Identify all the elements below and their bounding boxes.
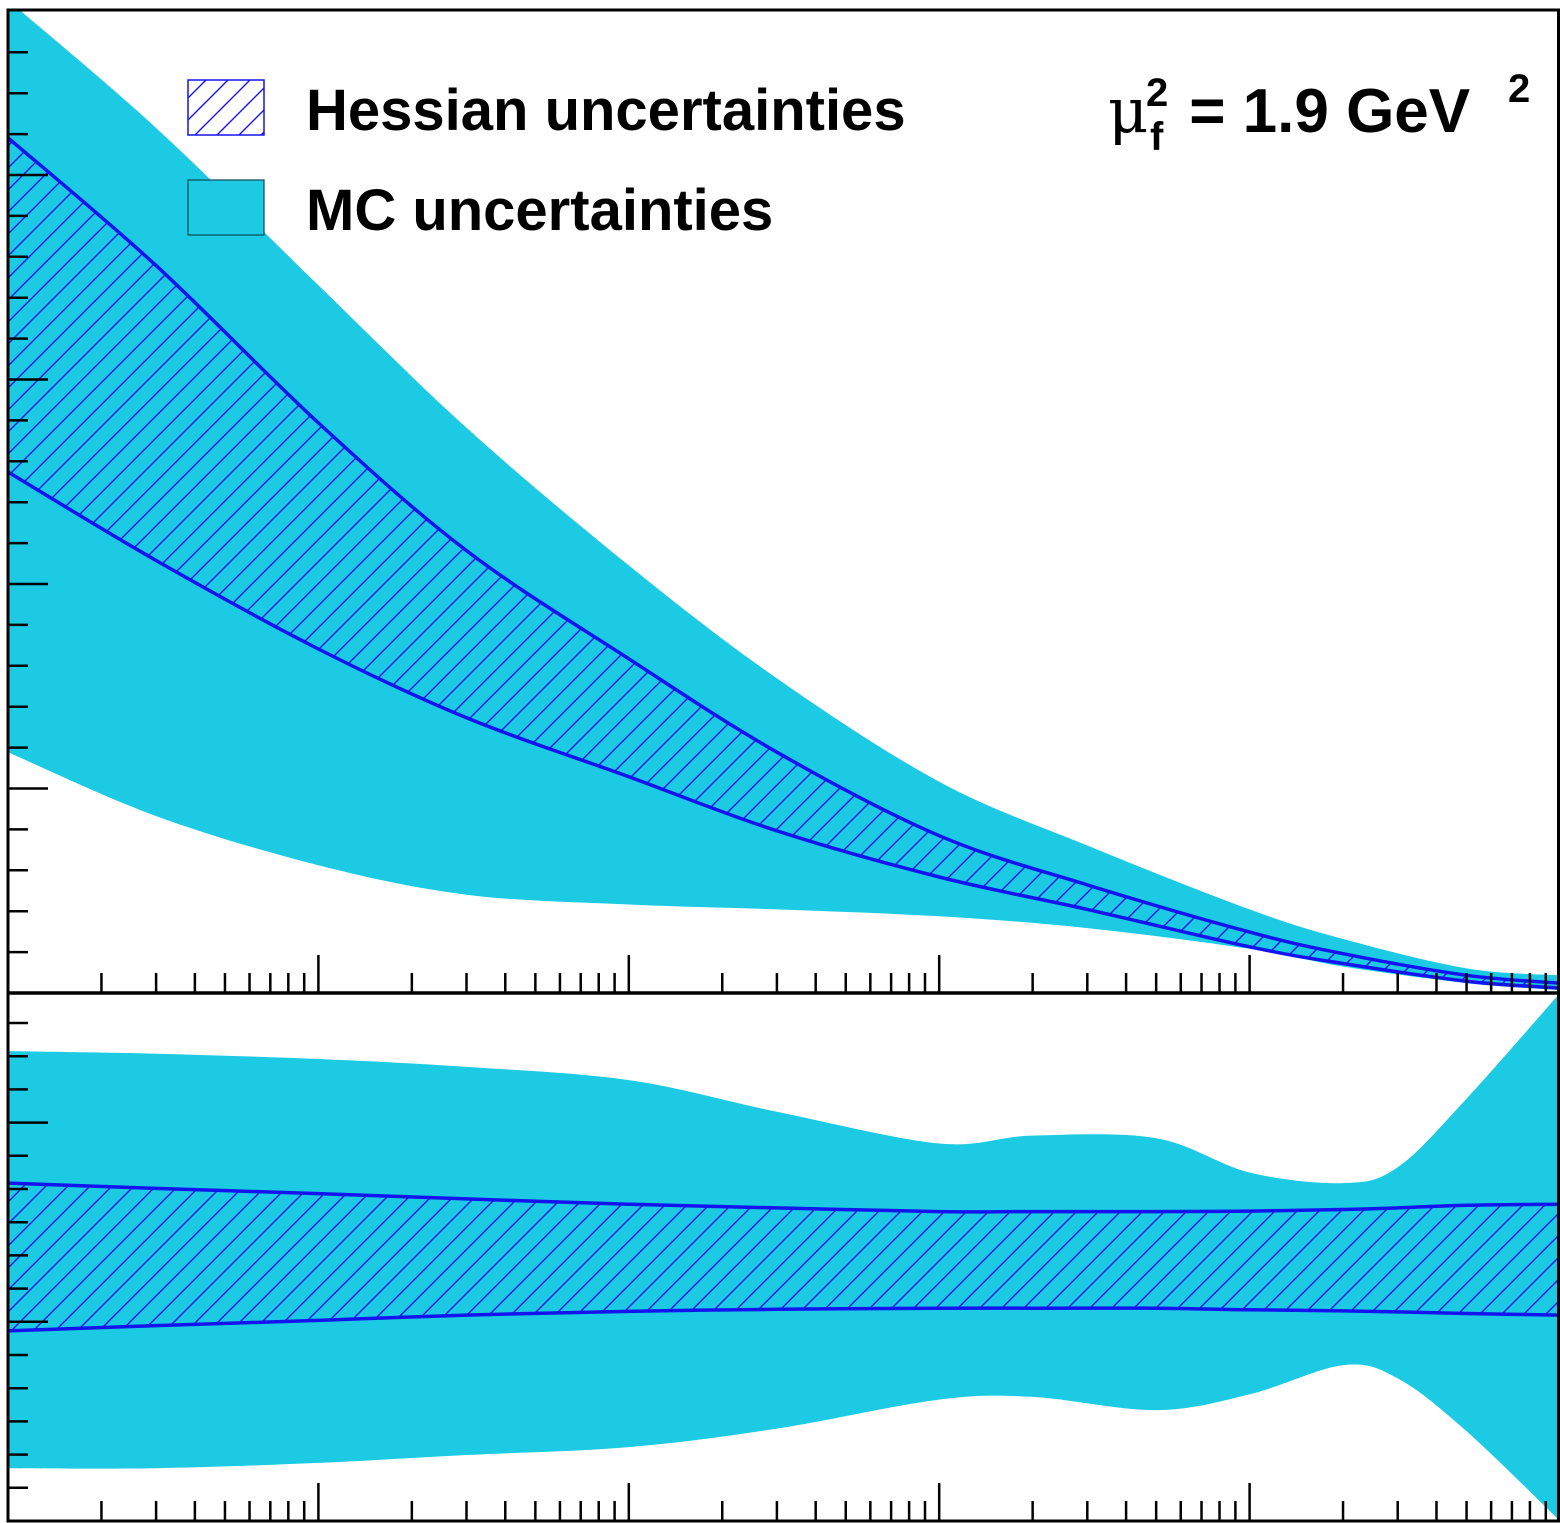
ratio-panel bbox=[8, 993, 1560, 1521]
top-hessian-lower-line bbox=[8, 470, 1560, 990]
top-panel bbox=[8, 10, 1560, 991]
mu-subscript: f bbox=[1150, 115, 1164, 159]
legend-hessian-label: Hessian uncertainties bbox=[306, 78, 906, 143]
plot-frame bbox=[6, 8, 1560, 1523]
legend-mc-swatch bbox=[187, 179, 265, 236]
scale-value: = 1.9 GeV bbox=[1172, 77, 1470, 146]
legend-hessian-swatch bbox=[187, 79, 265, 136]
mu-superscript: 2 bbox=[1146, 71, 1168, 115]
legend-mc-label: MC uncertainties bbox=[306, 178, 773, 243]
unit-superscript: 2 bbox=[1508, 67, 1530, 111]
bottom-hessian-band bbox=[8, 1183, 1560, 1331]
legend: Hessian uncertainties MC uncertainties bbox=[187, 78, 906, 243]
bottom-hessian-lower-line bbox=[8, 1306, 1560, 1333]
top-mc-band bbox=[8, 10, 1560, 991]
top-hessian-band bbox=[8, 137, 1560, 989]
scale-annotation: μ 2 f = 1.9 GeV 2 bbox=[1108, 67, 1530, 159]
top-hessian-upper-line bbox=[8, 136, 1560, 985]
axes bbox=[6, 8, 1560, 1523]
bottom-hessian-upper-line bbox=[8, 1181, 1560, 1214]
mu-symbol: μ bbox=[1108, 74, 1148, 147]
